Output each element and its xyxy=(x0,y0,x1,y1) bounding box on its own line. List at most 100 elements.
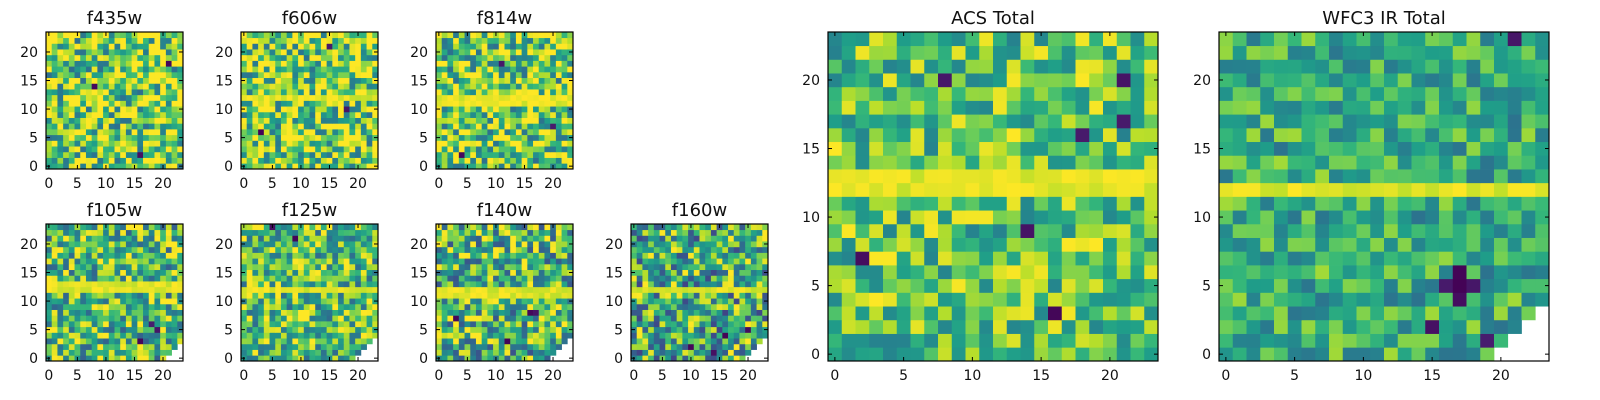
heatmap-cell xyxy=(326,315,333,322)
heatmap-cell xyxy=(470,298,477,305)
heatmap-cell xyxy=(51,37,58,44)
heatmap-cell xyxy=(120,338,127,345)
heatmap-cell xyxy=(303,241,310,248)
heatmap-cell xyxy=(148,32,155,39)
heatmap-cell xyxy=(68,309,75,316)
heatmap-cell xyxy=(493,71,500,79)
heatmap-cell xyxy=(372,252,379,259)
heatmap-cell xyxy=(343,286,350,293)
heatmap-cell xyxy=(1116,169,1131,184)
heatmap-cell xyxy=(1089,155,1104,170)
heatmap-cell xyxy=(670,235,678,242)
heatmap-cell xyxy=(46,229,53,236)
heatmap-cell xyxy=(338,83,345,90)
heatmap-cell xyxy=(85,77,93,84)
heatmap-cell xyxy=(137,117,144,124)
heatmap-cell xyxy=(286,140,293,147)
heatmap-cell xyxy=(160,321,167,328)
y-tick-label: 10 xyxy=(215,102,233,118)
heatmap-cell xyxy=(108,263,115,271)
heatmap-cell xyxy=(688,275,695,282)
heatmap-cell xyxy=(441,281,448,288)
heatmap-cell xyxy=(533,338,540,345)
heatmap-cell xyxy=(521,146,528,153)
heatmap-cell xyxy=(481,321,488,328)
heatmap-cell xyxy=(108,123,115,130)
heatmap-cell xyxy=(659,343,666,350)
heatmap-cell xyxy=(659,229,666,236)
axes-frame xyxy=(45,223,184,362)
heatmap-cell xyxy=(567,43,574,50)
heatmap-cell xyxy=(160,286,167,293)
heatmap-cell xyxy=(366,157,373,164)
heatmap-cell xyxy=(91,140,98,147)
heatmap-cell xyxy=(286,246,293,253)
heatmap-cell xyxy=(739,343,746,350)
heatmap-cell xyxy=(349,343,356,350)
heatmap-cell xyxy=(493,89,500,96)
heatmap-cell xyxy=(366,32,373,39)
heatmap-cell xyxy=(979,333,994,348)
heatmap-cell xyxy=(544,229,551,236)
heatmap-cell xyxy=(1089,292,1104,307)
heatmap-cell xyxy=(46,60,53,67)
heatmap-cell xyxy=(756,309,763,316)
heatmap-cell xyxy=(360,332,367,339)
heatmap-cell xyxy=(1370,347,1385,362)
heatmap-cell xyxy=(97,157,104,164)
heatmap-cell xyxy=(246,43,253,50)
heatmap-cell xyxy=(103,54,110,61)
heatmap-cell xyxy=(263,349,270,356)
heatmap-cell xyxy=(1466,265,1481,280)
heatmap-cell xyxy=(722,286,729,293)
heatmap-cell xyxy=(951,278,966,293)
heatmap-cell xyxy=(320,292,327,299)
heatmap-cell xyxy=(154,60,161,67)
heatmap-cell xyxy=(63,157,70,164)
heatmap-cell xyxy=(504,83,511,90)
heatmap-cell xyxy=(493,60,500,67)
heatmap-cell xyxy=(125,298,132,305)
heatmap-cell xyxy=(338,246,345,253)
heatmap-cell xyxy=(447,349,454,356)
heatmap-cell xyxy=(286,292,293,299)
heatmap-cell xyxy=(510,235,517,242)
heatmap-cell xyxy=(648,332,655,339)
heatmap-cell xyxy=(320,269,327,276)
heatmap-cell xyxy=(470,309,477,316)
heatmap-cell xyxy=(855,127,870,143)
heatmap-cell xyxy=(487,106,494,113)
heatmap-cell xyxy=(699,321,706,328)
heatmap-cell xyxy=(355,275,362,282)
heatmap-cell xyxy=(97,60,104,67)
heatmap-cell xyxy=(74,315,81,322)
heatmap-cell xyxy=(91,229,98,236)
heatmap-cell xyxy=(555,100,562,107)
x-tick-label: 20 xyxy=(544,176,562,192)
heatmap-cell xyxy=(453,146,460,153)
heatmap-cell xyxy=(567,146,574,153)
heatmap-cell xyxy=(275,269,282,276)
heatmap-cell xyxy=(120,309,127,316)
heatmap-cell xyxy=(80,100,87,107)
heatmap-cell xyxy=(493,100,500,107)
heatmap-cell xyxy=(659,246,666,253)
heatmap-cell xyxy=(699,338,706,345)
heatmap-cell xyxy=(1452,278,1467,293)
heatmap-cell xyxy=(85,66,93,73)
heatmap-cell xyxy=(263,157,270,164)
heatmap-cell xyxy=(481,263,488,271)
heatmap-cell xyxy=(108,140,115,147)
heatmap-cell xyxy=(85,292,93,299)
heatmap-cell xyxy=(498,157,505,164)
heatmap-cell xyxy=(481,224,488,231)
heatmap-cell xyxy=(57,94,64,101)
heatmap-cell xyxy=(464,338,471,345)
heatmap-cell xyxy=(154,146,161,153)
heatmap-cell xyxy=(1089,32,1104,47)
heatmap-cell xyxy=(1034,127,1049,143)
heatmap-cell xyxy=(97,269,104,276)
heatmap-cell xyxy=(436,117,443,124)
heatmap-cell xyxy=(441,224,448,231)
heatmap-cell xyxy=(527,338,534,345)
